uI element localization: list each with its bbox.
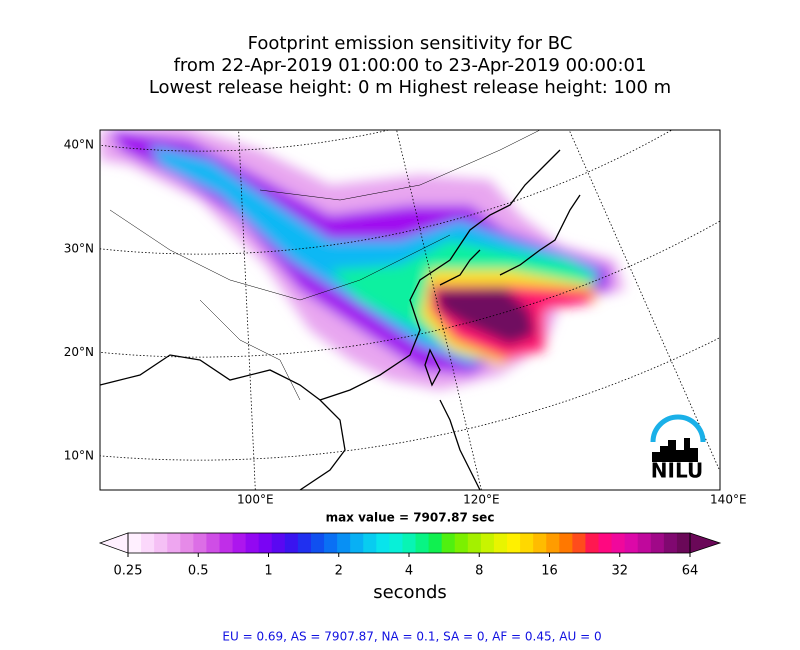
colorbar-cell [598, 533, 613, 553]
colorbar-cell [663, 533, 678, 553]
title: from 22-Apr-2019 01:00:00 to 23-Apr-2019… [174, 55, 647, 76]
colorbar-cell [611, 533, 626, 553]
colorbar-cell [350, 533, 364, 553]
nilu-logo: NILU [650, 414, 706, 483]
colorbar-cell [454, 533, 469, 553]
logo-arc [650, 414, 706, 443]
plume [100, 130, 625, 390]
colorbar-cell [363, 533, 377, 553]
colorbar-cell [219, 533, 234, 553]
colorbar-cell [676, 533, 691, 553]
colorbar-cell [128, 533, 142, 553]
colorbar-cell [441, 533, 456, 553]
title: Lowest release height: 0 m Highest relea… [149, 77, 671, 98]
colorbar-cell [507, 533, 521, 553]
colorbar-cell [376, 533, 390, 553]
colorbar-tick-label: 64 [682, 564, 699, 579]
meridian [396, 130, 482, 490]
meridian [568, 130, 720, 473]
colorbar-tick-label: 32 [611, 564, 628, 579]
colorbar-extend-high [689, 532, 722, 554]
footer: EU = 0.69, AS = 7907.87, NA = 0.1, SA = … [222, 630, 601, 644]
colorbar-cell [624, 533, 639, 553]
colorbar-cell [154, 533, 168, 553]
max-value: max value = 7907.87 sec [326, 511, 495, 525]
colorbar-cell [546, 533, 560, 553]
colorbar-cell [297, 533, 312, 553]
colorbar-cell [271, 533, 286, 553]
colorbar-cell [337, 533, 351, 553]
colorbar-cell [533, 533, 547, 553]
colorbar-cell [180, 533, 194, 553]
colorbar-cell [520, 533, 534, 553]
colorbar-cell [467, 533, 482, 553]
title: Footprint emission sensitivity for BC [248, 33, 573, 54]
colorbar-cell [310, 533, 325, 553]
colorbar-label: seconds [373, 582, 447, 603]
coastline [100, 149, 581, 490]
colorbar-cell [428, 533, 443, 553]
lon-label: 140°E [710, 493, 747, 507]
colorbar-cell [650, 533, 665, 553]
colorbar-extend-low [98, 532, 129, 554]
colorbar-cell [415, 533, 430, 553]
map-frame [99, 129, 721, 491]
logo-skyline [652, 438, 698, 462]
colorbar-cell [245, 533, 260, 553]
colorbar: 0.25 0.5 1 2 4 8 16 32 64 [98, 532, 722, 579]
lat-label: 30°N [64, 241, 94, 255]
colorbar-cell [324, 533, 338, 553]
colorbar-cell [572, 533, 586, 553]
colorbar-cell [637, 533, 652, 553]
colorbar-cell [167, 533, 181, 553]
lat-label: 10°N [64, 448, 94, 462]
colorbar-cell [559, 533, 573, 553]
colorbar-tick-label: 16 [541, 564, 558, 579]
colorbar-cell [585, 533, 600, 553]
lon-label: 120°E [463, 493, 500, 507]
colorbar-cell [193, 533, 207, 553]
lat-label: 40°N [64, 138, 94, 152]
colorbar-cell [284, 533, 299, 553]
lat-label: 20°N [64, 345, 94, 359]
colorbar-cell [480, 533, 495, 553]
colorbar-tick-label: 1 [264, 564, 272, 579]
lon-label: 100°E [237, 493, 274, 507]
colorbar-tick-label: 0.5 [188, 564, 209, 579]
borders [109, 130, 541, 401]
colorbar-cell [206, 533, 220, 553]
colorbar-cell [402, 533, 417, 553]
colorbar-tick-label: 2 [335, 564, 343, 579]
colorbar-tick-label: 0.25 [114, 564, 143, 579]
parallel [100, 130, 673, 255]
colorbar-cell [141, 533, 155, 553]
colorbar-tick-label: 4 [405, 564, 413, 579]
colorbar-cell [389, 533, 403, 553]
colorbar-tick-label: 8 [475, 564, 483, 579]
colorbar-cell [232, 533, 247, 553]
logo-text: NILU [651, 459, 703, 483]
colorbar-cell [258, 533, 273, 553]
colorbar-cell [493, 533, 508, 553]
